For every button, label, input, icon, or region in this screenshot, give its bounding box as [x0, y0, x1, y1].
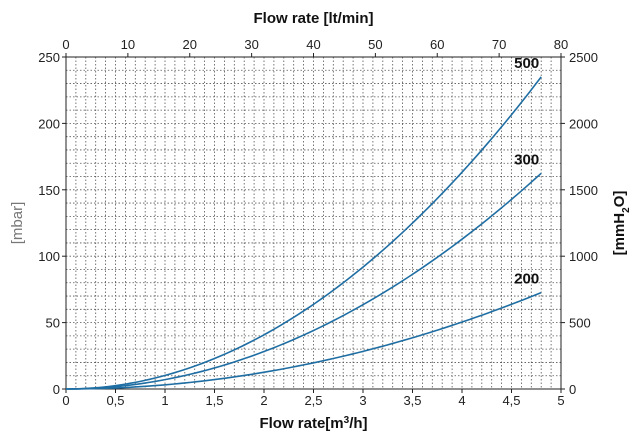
- x-tick-label: 0,5: [106, 393, 124, 408]
- y-tick-label: 250: [38, 50, 60, 65]
- curve-200: [65, 291, 542, 390]
- grid: [66, 57, 561, 389]
- y-tick-label: 200: [38, 116, 60, 131]
- top-tick-label: 20: [183, 37, 197, 52]
- right-tick-label: 1500: [569, 183, 598, 198]
- right-tick-label: 500: [569, 316, 591, 331]
- curves: 500 300 200: [65, 55, 542, 390]
- x-tick-label: 4: [458, 393, 465, 408]
- left-axis-title: [mbar]: [9, 202, 26, 245]
- bottom-axis-title: Flow rate[m3/h]: [259, 415, 367, 432]
- right-tick-label: 2000: [569, 116, 598, 131]
- curve-500: [65, 76, 542, 390]
- x-tick-label: 4,5: [502, 393, 520, 408]
- top-tick-label: 60: [430, 37, 444, 52]
- curve-label-300: 300: [514, 151, 539, 168]
- x-tick-label: 3: [359, 393, 366, 408]
- x-tick-label: 1: [161, 393, 168, 408]
- ticks: [62, 53, 565, 393]
- x-tick-label: 2,5: [304, 393, 322, 408]
- y-tick-label: 0: [53, 382, 60, 397]
- top-tick-label: 50: [368, 37, 382, 52]
- top-tick-label: 80: [554, 37, 568, 52]
- top-tick-label: 30: [244, 37, 258, 52]
- y-tick-label: 50: [46, 316, 60, 331]
- right-tick-label: 0: [569, 382, 576, 397]
- top-axis-title: Flow rate [lt/min]: [254, 10, 374, 27]
- curve-label-500: 500: [514, 55, 539, 72]
- y-tick-label: 150: [38, 183, 60, 198]
- x-tick-label: 1,5: [205, 393, 223, 408]
- curve-300: [65, 172, 542, 390]
- top-tick-label: 70: [492, 37, 506, 52]
- tick-labels: 0 0,5 1 1,5 2 2,5 3 3,5 4 4,5 50 10 20 30 40 50 60 70 8005…: [38, 37, 598, 408]
- x-tick-label: 3,5: [403, 393, 421, 408]
- x-tick-label: 2: [260, 393, 267, 408]
- right-tick-label: 2500: [569, 50, 598, 65]
- top-tick-label: 0: [62, 37, 69, 52]
- x-tick-label: 0: [62, 393, 69, 408]
- right-axis-title: [mmH2O]: [611, 191, 632, 256]
- x-tick-label: 5: [557, 393, 564, 408]
- right-tick-label: 1000: [569, 249, 598, 264]
- top-tick-label: 10: [121, 37, 135, 52]
- top-tick-label: 40: [306, 37, 320, 52]
- y-tick-label: 100: [38, 249, 60, 264]
- curve-label-200: 200: [514, 271, 539, 288]
